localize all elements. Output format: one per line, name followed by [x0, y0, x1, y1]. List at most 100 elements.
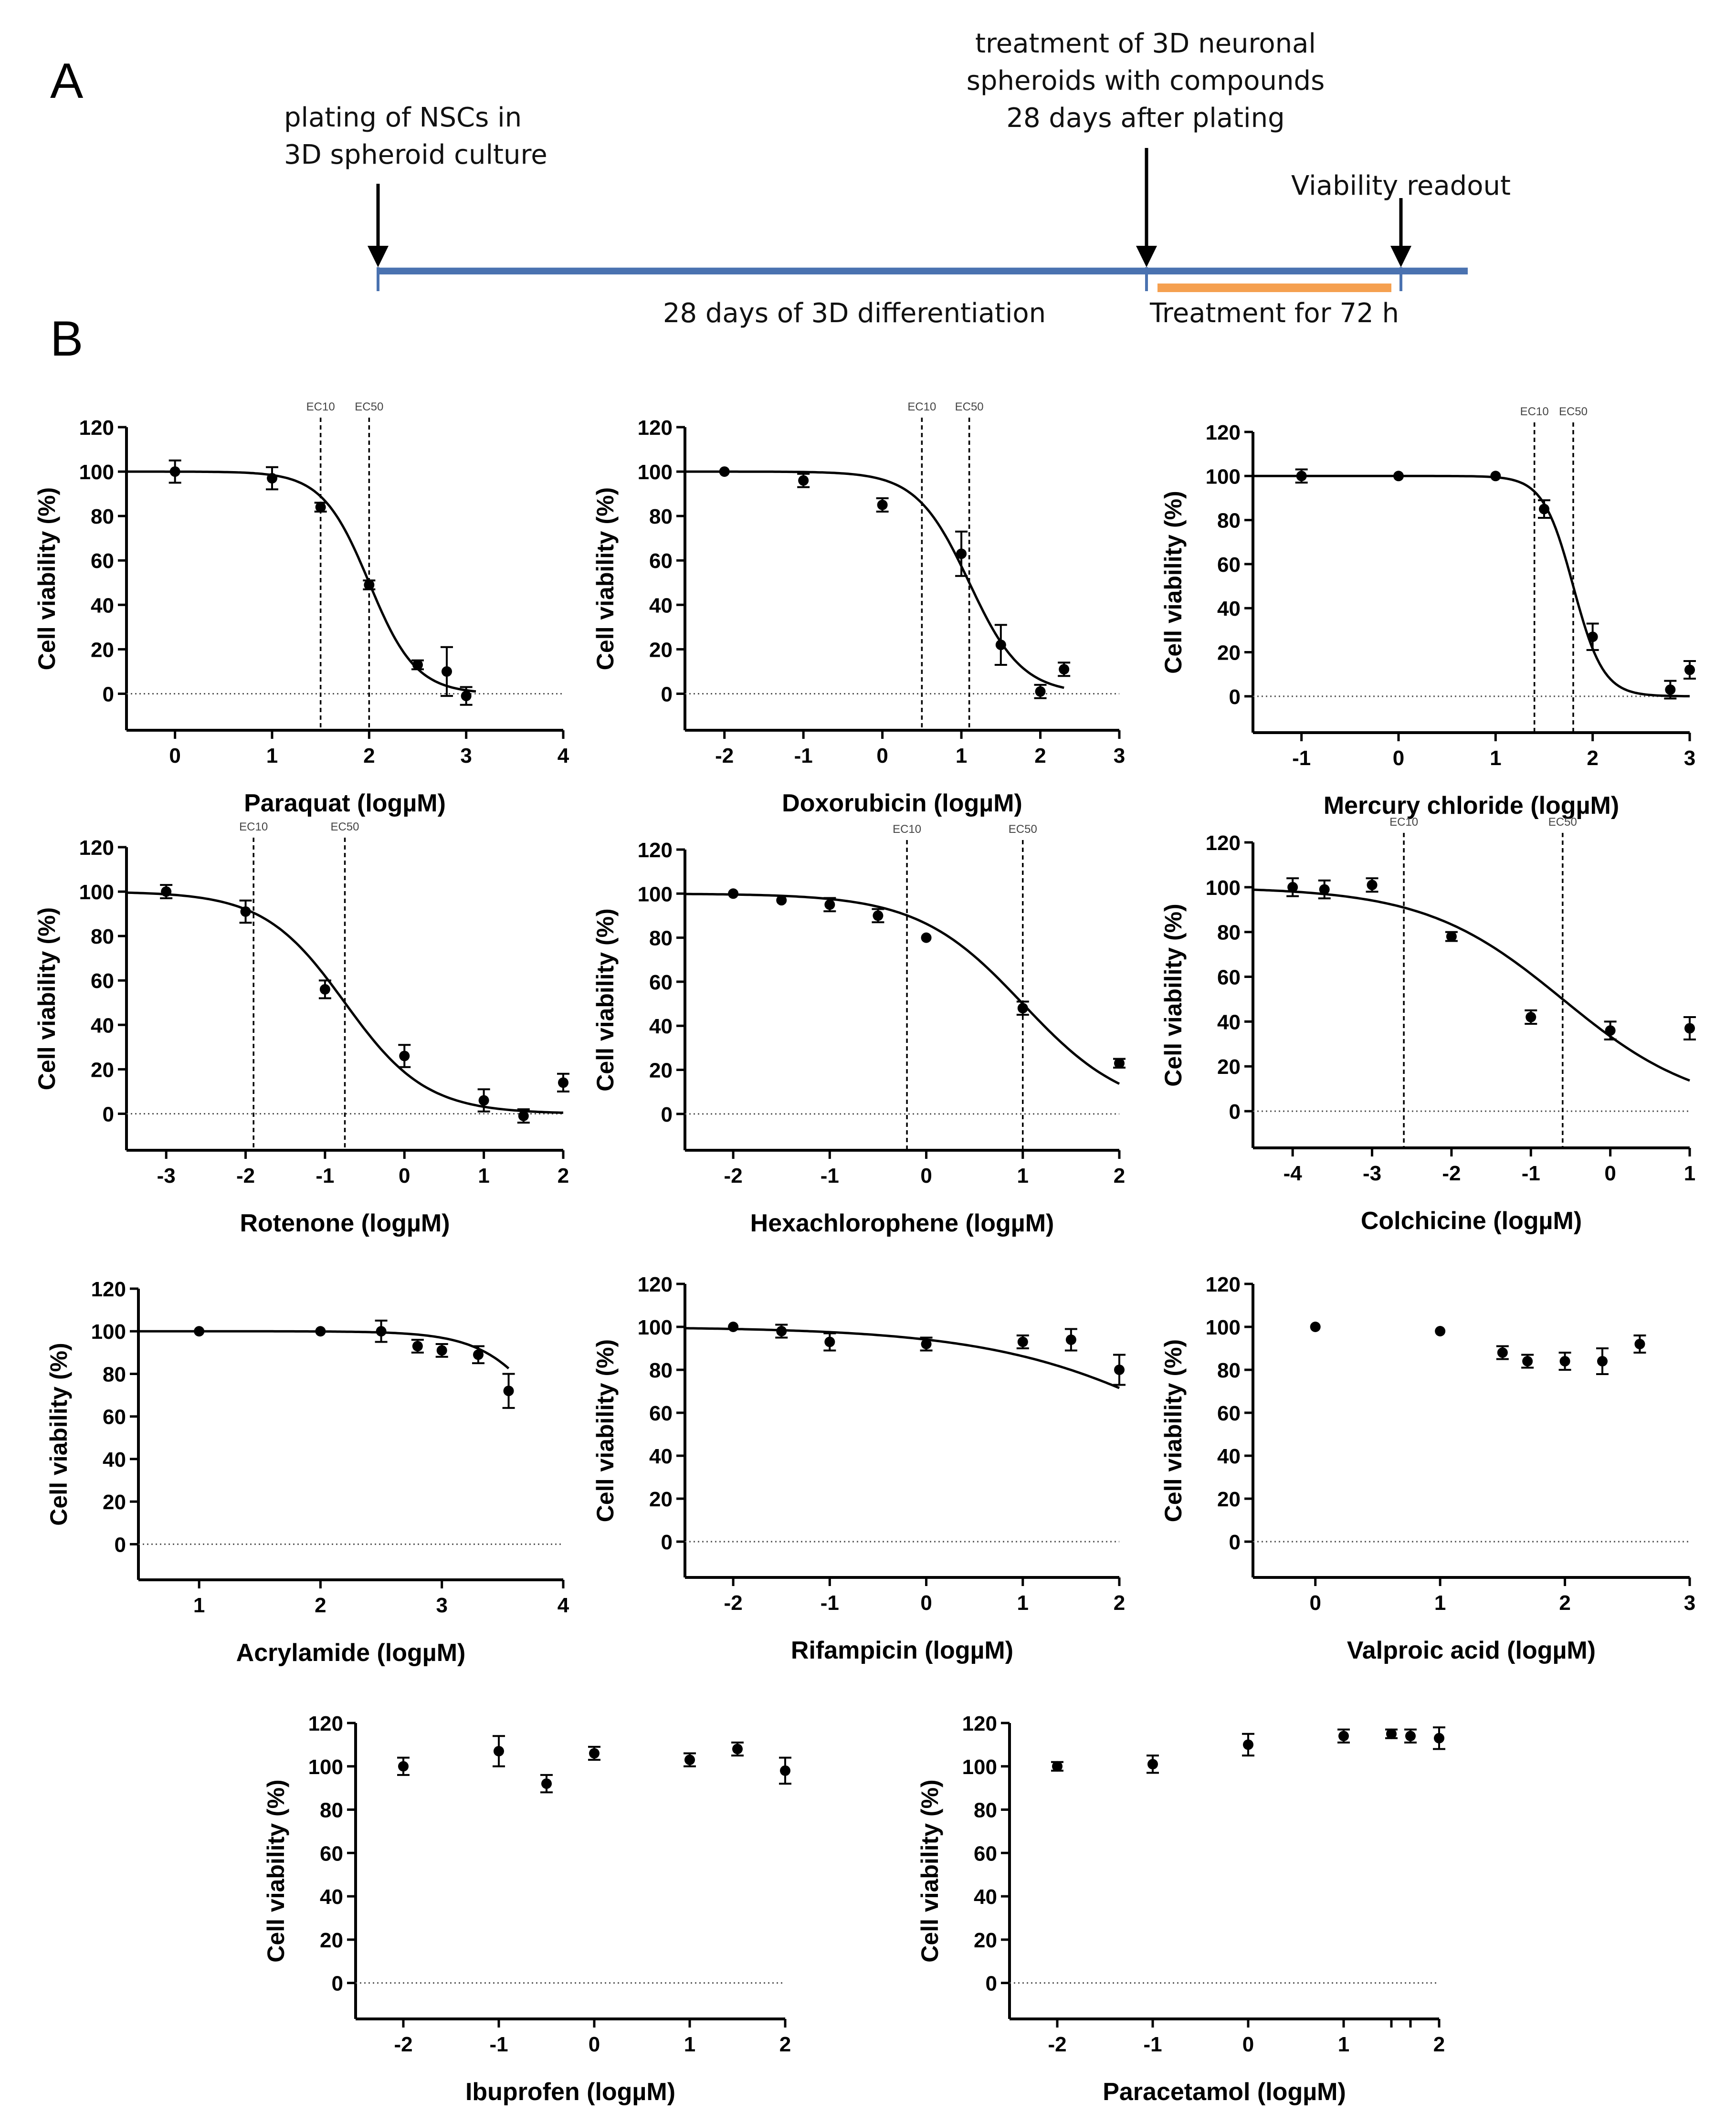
ec10-label: EC10	[893, 823, 921, 836]
chart-2: 0 20 40 60 80 100 120 -2 -1 0 1 2 3 Doxorubicin (logµ…	[592, 400, 1125, 817]
x-axis-label: Valproic acid (logµM)	[1347, 1637, 1596, 1664]
y-tick-label: 0	[332, 1972, 343, 1996]
y-tick-label: 20	[649, 1488, 673, 1511]
y-axis-label: Cell viability (%)	[1160, 904, 1187, 1086]
chart-4: 0 20 40 60 80 100 120 -3 -2 -1 0 1 2 Rotenone (logµM)…	[33, 820, 569, 1237]
y-tick-label: 120	[79, 416, 114, 440]
y-tick-label: 20	[320, 1929, 343, 1952]
ec50-label: EC50	[1548, 816, 1577, 829]
data-point	[473, 1349, 484, 1360]
treatment-arrowhead	[1136, 246, 1157, 267]
y-axis-label: Cell viability (%)	[916, 1779, 943, 1962]
ec10-label: EC10	[239, 820, 268, 833]
x-tick-label: 0	[876, 744, 888, 767]
data-point	[161, 886, 172, 897]
y-tick-label: 80	[320, 1799, 343, 1822]
x-tick-label: 0	[1604, 1162, 1616, 1185]
y-tick-label: 60	[649, 971, 673, 994]
chart-8: 0 20 40 60 80 100 120 -2 -1 0 1 2 Rifampicin (logµM)…	[592, 1273, 1126, 1664]
data-point	[1114, 1365, 1125, 1375]
y-tick-label: 0	[661, 683, 673, 706]
x-tick-label: 2	[1034, 744, 1046, 767]
x-tick-label: 0	[1242, 2033, 1254, 2056]
x-axis-label: Mercury chloride (logµM)	[1324, 792, 1619, 820]
chart-11: 0 20 40 60 80 100 120 -2 -1 0 1 2 Paracetamol (logµM…	[916, 1712, 1445, 2106]
y-tick-label: 120	[79, 836, 114, 860]
y-tick-label: 60	[91, 549, 114, 573]
y-tick-label: 0	[1229, 1100, 1241, 1124]
y-tick-label: 100	[308, 1755, 343, 1779]
chart-1: 0 20 40 60 80 100 120 0 1 2 3 4 Paraquat (logµM) Cell…	[33, 400, 569, 817]
y-tick-label: 40	[91, 1014, 114, 1037]
data-point	[503, 1386, 514, 1397]
data-point	[1497, 1347, 1508, 1358]
x-tick-label: -1	[1522, 1162, 1540, 1185]
y-tick-label: 60	[103, 1406, 126, 1429]
x-axis-label: Hexachlorophene (logµM)	[750, 1209, 1054, 1237]
y-tick-label: 20	[649, 638, 673, 662]
data-point	[921, 932, 932, 943]
x-tick-label: 2	[1114, 1591, 1125, 1615]
y-tick-label: 40	[1217, 1010, 1241, 1034]
fit-curve	[1252, 888, 1690, 1082]
x-tick-label: 4	[558, 744, 569, 767]
data-point	[1296, 471, 1307, 482]
treatment-duration-text: Treatment for 72 h	[1149, 298, 1399, 329]
data-point	[267, 473, 277, 484]
x-axis-label: Rifampicin (logµM)	[791, 1637, 1013, 1664]
data-point	[442, 666, 452, 677]
data-point	[1386, 1728, 1397, 1739]
data-point	[956, 548, 967, 559]
y-axis-label: Cell viability (%)	[263, 1779, 289, 1962]
fit-curve	[1253, 474, 1690, 698]
y-tick-label: 120	[638, 1273, 673, 1296]
y-tick-label: 80	[103, 1363, 126, 1386]
plating-text-1: plating of NSCs in	[284, 102, 522, 133]
fit-curve	[684, 893, 1120, 1085]
x-tick-label: -2	[724, 1164, 743, 1187]
y-axis-label: Cell viability (%)	[1160, 1339, 1187, 1522]
data-point	[877, 499, 888, 510]
y-tick-label: 40	[91, 594, 114, 617]
data-point	[728, 888, 739, 899]
treatment-text-1: treatment of 3D neuronal	[975, 28, 1316, 59]
x-tick-label: -1	[821, 1164, 839, 1187]
data-point	[398, 1761, 409, 1772]
data-point	[776, 895, 787, 906]
y-tick-label: 60	[1217, 1402, 1241, 1425]
y-tick-label: 80	[91, 925, 114, 948]
data-point	[1490, 471, 1501, 482]
data-point	[1634, 1339, 1645, 1349]
readout-arrowhead	[1390, 246, 1411, 267]
data-point	[728, 1322, 739, 1332]
y-tick-label: 100	[962, 1755, 997, 1779]
x-tick-label: 1	[1434, 1591, 1446, 1615]
data-point	[873, 910, 884, 921]
y-tick-label: 100	[638, 883, 673, 906]
y-tick-label: 100	[1206, 465, 1241, 488]
ec10-label: EC10	[306, 400, 335, 413]
data-point	[1684, 664, 1695, 675]
chart-3: 0 20 40 60 80 100 120 -1 0 1 2 3 Mercury chloride (l…	[1160, 405, 1696, 820]
x-tick-label: -2	[715, 744, 734, 767]
x-tick-label: 2	[1587, 746, 1598, 770]
y-tick-label: 100	[638, 1316, 673, 1339]
y-tick-label: 0	[115, 1533, 126, 1556]
y-tick-label: 120	[1206, 831, 1241, 855]
x-tick-label: 2	[315, 1594, 326, 1617]
y-tick-label: 20	[1217, 641, 1241, 665]
x-axis-label: Rotenone (logµM)	[240, 1209, 450, 1237]
differentiation-text: 28 days of 3D differentiation	[663, 298, 1046, 329]
data-point	[1522, 1356, 1533, 1366]
y-tick-label: 100	[1206, 1316, 1241, 1339]
data-point	[1052, 1761, 1063, 1772]
data-point	[1435, 1326, 1446, 1336]
y-tick-label: 120	[1206, 1273, 1241, 1296]
y-tick-label: 80	[649, 505, 673, 528]
x-tick-label: 3	[436, 1594, 447, 1617]
data-point	[1114, 1058, 1125, 1069]
data-point	[780, 1765, 790, 1776]
y-tick-label: 100	[1206, 876, 1241, 900]
y-tick-label: 40	[649, 1445, 673, 1468]
y-tick-label: 40	[103, 1448, 126, 1471]
